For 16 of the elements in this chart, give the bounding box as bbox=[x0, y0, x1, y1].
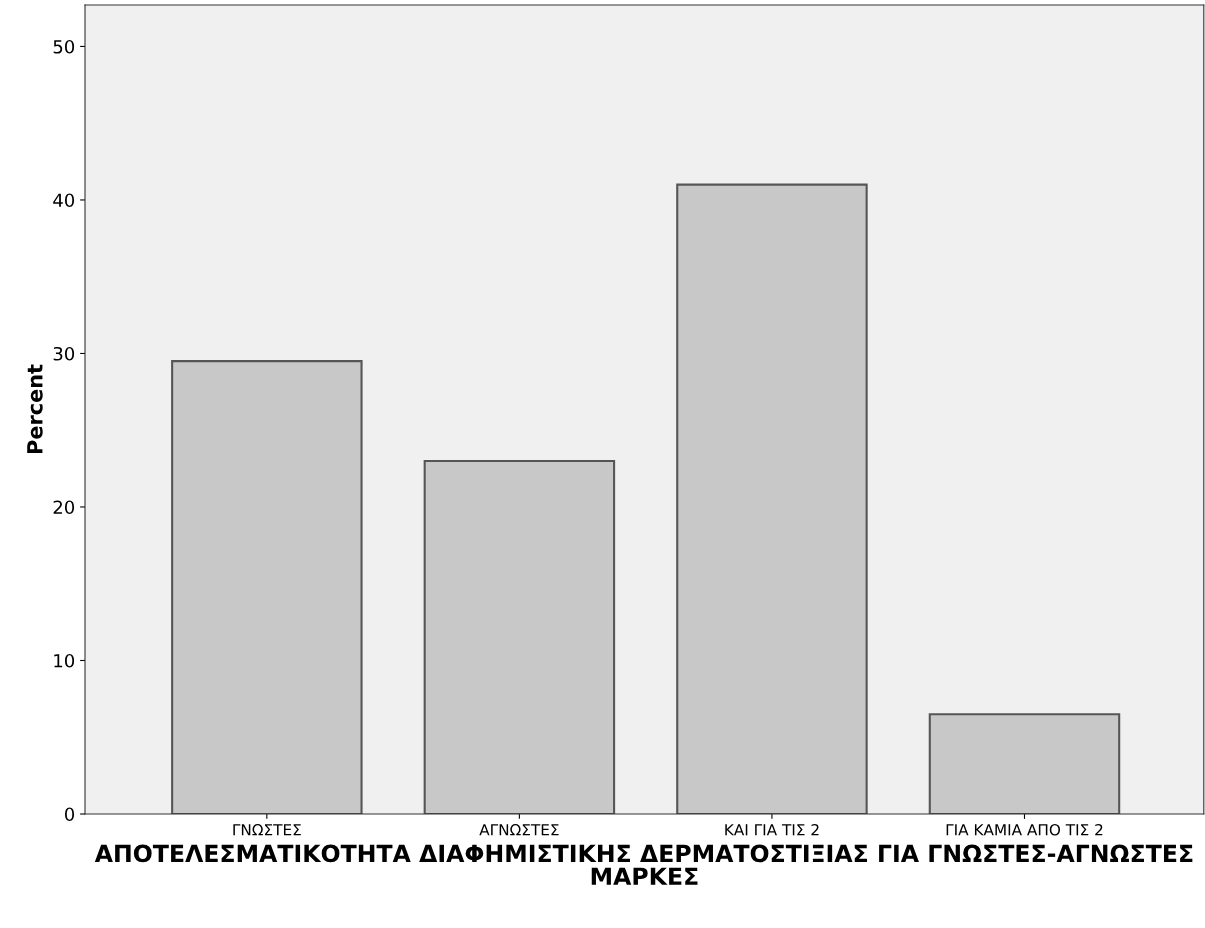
y-tick-label: 30 bbox=[53, 346, 75, 361]
y-tick-label: 0 bbox=[64, 807, 75, 822]
y-tick-label: 50 bbox=[53, 39, 75, 54]
bar bbox=[423, 459, 616, 814]
y-tick-label: 10 bbox=[54, 653, 75, 668]
y-tick-label: 40 bbox=[53, 193, 75, 208]
x-tick-label: ΚΑΙ ΓΙΑ ΤΙΣ 2 bbox=[725, 823, 819, 836]
y-axis-title: Percent bbox=[27, 364, 43, 454]
bar bbox=[928, 713, 1121, 814]
y-tick-label: 20 bbox=[53, 500, 75, 515]
bar bbox=[171, 360, 363, 814]
x-tick-label: ΓΝΩΣΤΕΣ bbox=[233, 824, 301, 836]
x-tick-label: ΓΙΑ ΚΑΜΙΑ ΑΠΟ ΤΙΣ 2 bbox=[946, 823, 1103, 836]
bar bbox=[676, 183, 868, 814]
x-axis-title: ΑΠΟΤΕΛΕΣΜΑΤΙΚΟΤΗΤΑ ΔΙΑΦΗΜΙΣΤΙΚΗΣ ΔΕΡΜΑΤΟΣΤΙΞΙΑΣ ΓΙΑ ΓΝΩΣΤΕΣ-ΑΓΝΩΣΤΕΣ ΜΑΡΚΕΣ bbox=[94, 844, 1193, 885]
x-tick-label: ΑΓΝΩΣΤΕΣ bbox=[479, 824, 559, 836]
